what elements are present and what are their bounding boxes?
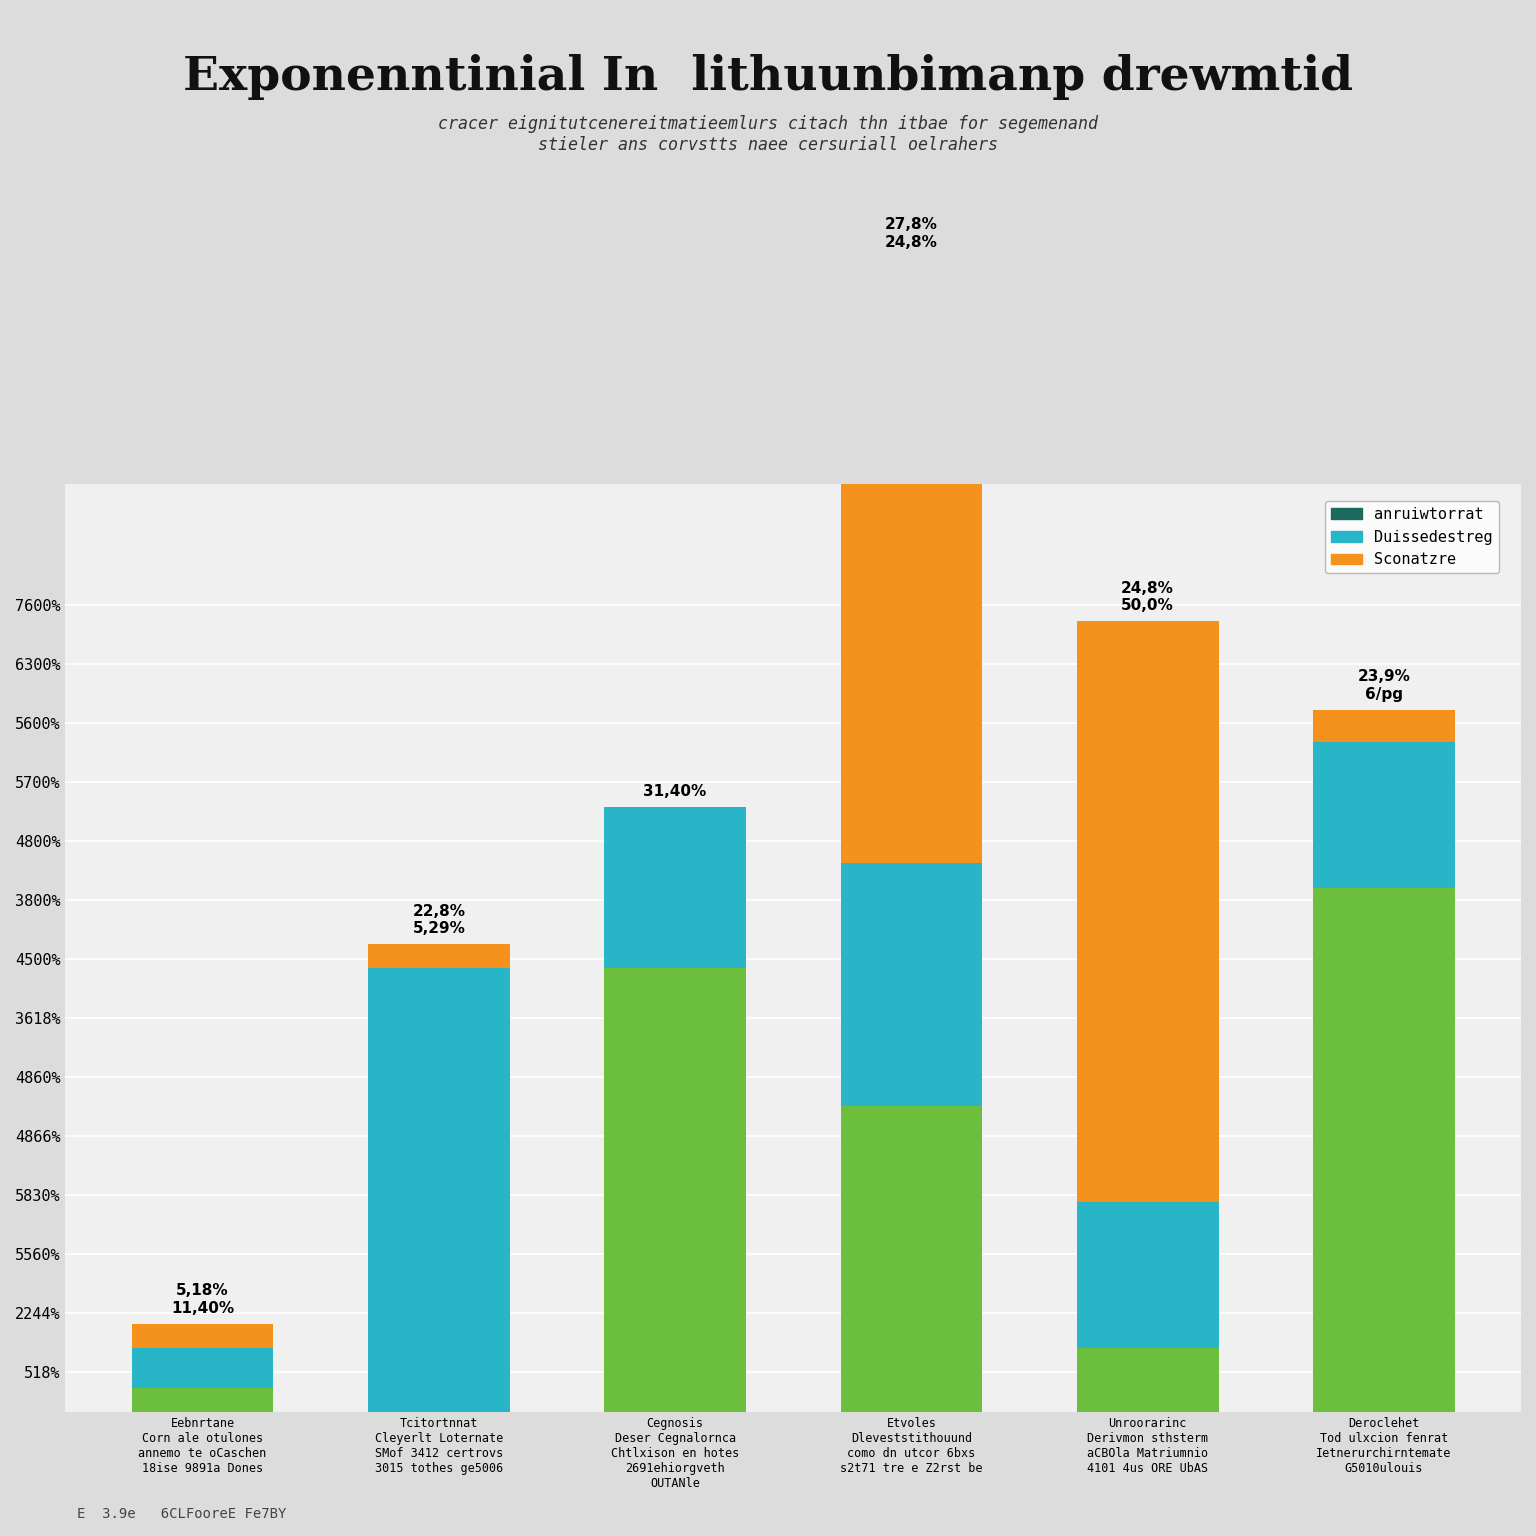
Bar	[840, 1106, 982, 1413]
Text: 24,8%
50,0%: 24,8% 50,0%	[1121, 581, 1174, 613]
Bar	[369, 968, 510, 1413]
Text: 22,8%
5,29%: 22,8% 5,29%	[412, 903, 465, 935]
Bar	[132, 1347, 273, 1389]
Bar	[604, 806, 746, 968]
Bar	[1077, 1347, 1218, 1413]
Bar	[604, 968, 746, 1413]
Bar	[1313, 888, 1455, 1413]
Text: 5,18%
11,40%: 5,18% 11,40%	[170, 1283, 233, 1315]
Legend: anruiwtorrat, Duissedestreg, Sconatzre: anruiwtorrat, Duissedestreg, Sconatzre	[1326, 501, 1499, 573]
Bar	[1077, 621, 1218, 1203]
Bar	[132, 1324, 273, 1347]
Bar	[132, 1389, 273, 1413]
Text: Exponenntinial In  lithuunbimanp drewmtid: Exponenntinial In lithuunbimanp drewmtid	[183, 54, 1353, 100]
Bar	[369, 945, 510, 968]
Bar	[840, 258, 982, 863]
Text: 23,9%
6/pg: 23,9% 6/pg	[1358, 670, 1410, 702]
Text: 27,8%
24,8%: 27,8% 24,8%	[885, 217, 938, 250]
Bar	[1313, 742, 1455, 888]
Text: 31,40%: 31,40%	[644, 783, 707, 799]
Bar	[1077, 1203, 1218, 1347]
Bar	[1313, 710, 1455, 742]
Bar	[840, 863, 982, 1106]
Text: cracer eignitutcenereitmatieemlurs citach thn itbae for segemenand
stieler ans c: cracer eignitutcenereitmatieemlurs citac…	[438, 115, 1098, 154]
Text: E  3.9e   6CLFooreE Fe7BY: E 3.9e 6CLFooreE Fe7BY	[77, 1507, 286, 1521]
